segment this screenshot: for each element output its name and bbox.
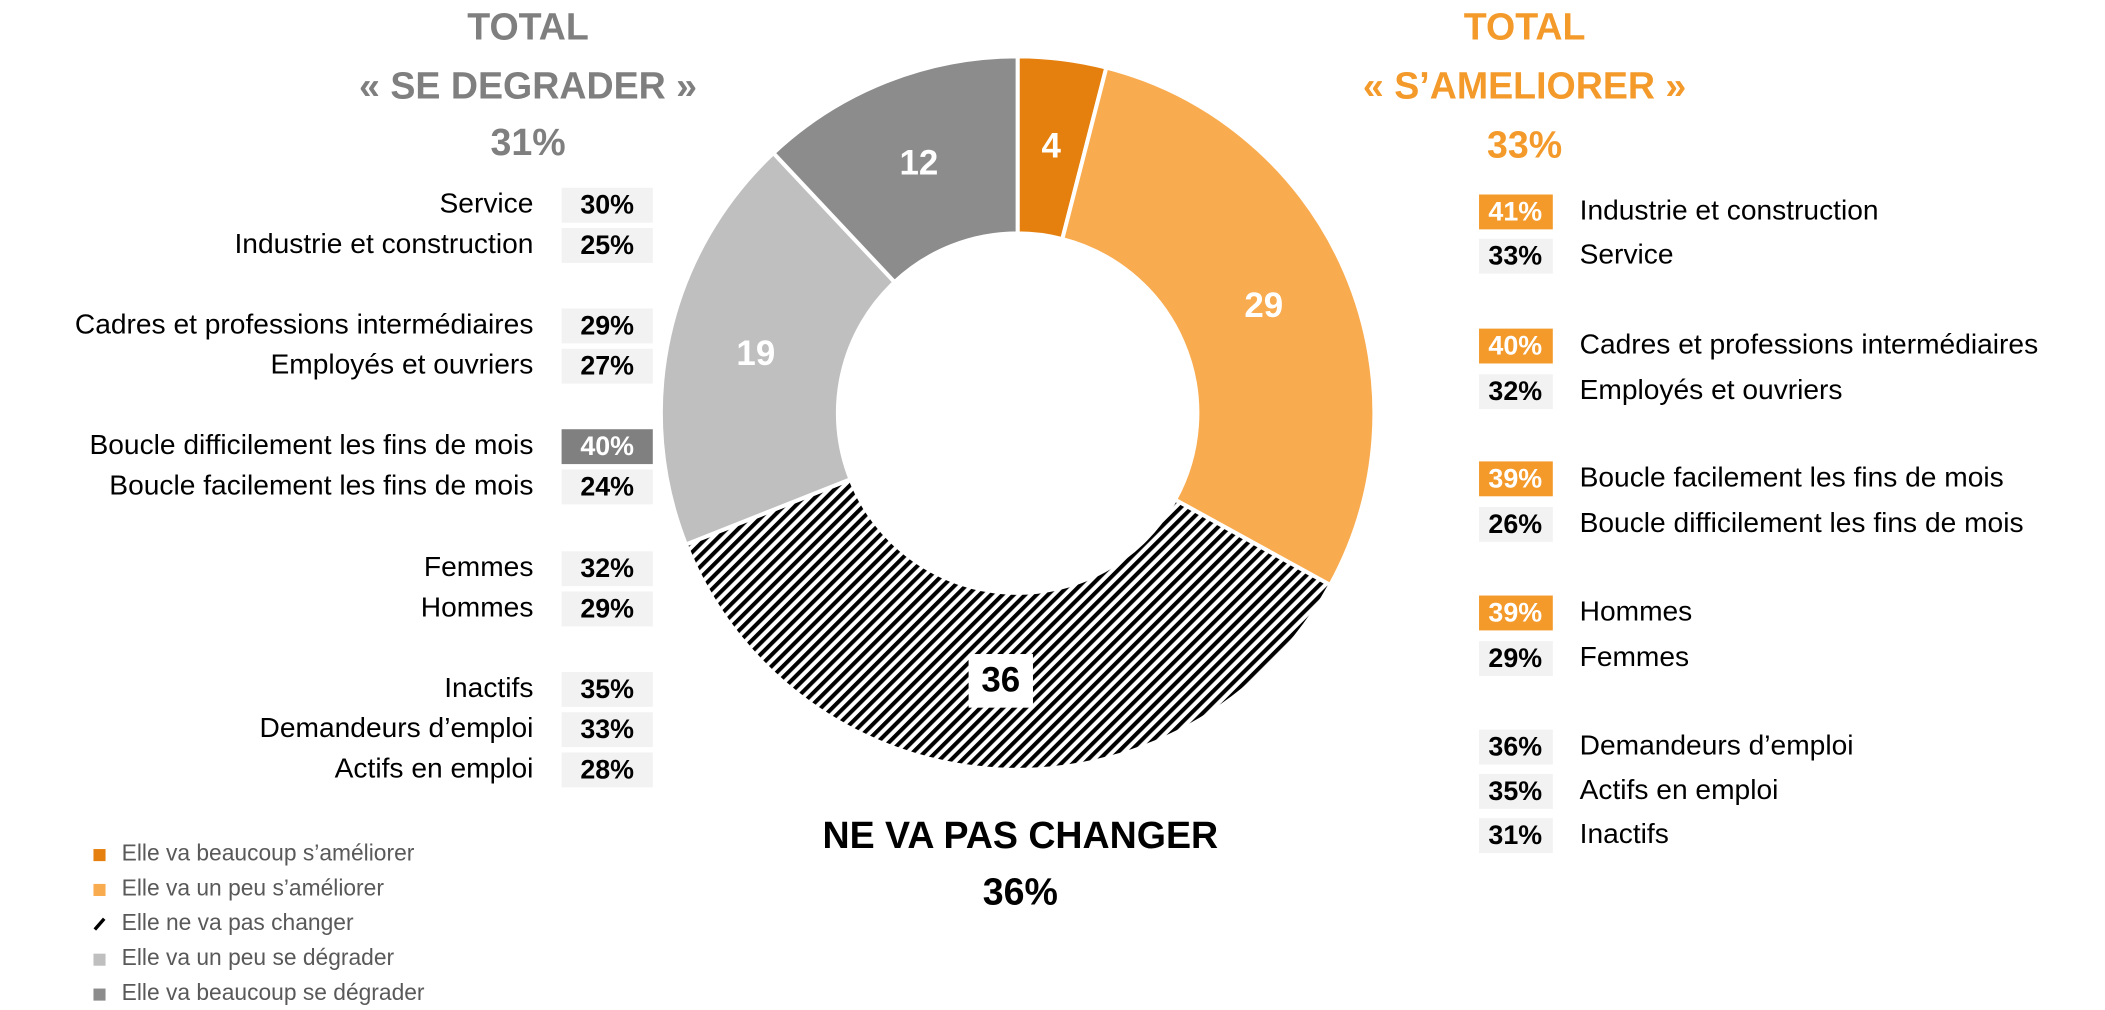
title: 31% [490, 121, 565, 163]
row-label: Boucle difficilement les fins de mois [89, 429, 533, 460]
row-label: Employés et ouvriers [271, 349, 534, 380]
row-label: Boucle difficilement les fins de mois [1580, 507, 2024, 538]
title: « S’AMELIORER » [1363, 64, 1686, 106]
title: TOTAL [467, 5, 589, 47]
legend-marker [93, 849, 106, 862]
data-label: 19 [736, 334, 775, 373]
value-box [561, 429, 653, 465]
value-box [1479, 641, 1553, 677]
title: « SE DEGRADER » [359, 64, 697, 106]
row-label: Cadres et professions intermédiaires [1580, 328, 2039, 359]
value-label: 24% [580, 471, 634, 501]
value-label: 27% [580, 351, 634, 381]
value-label: 29% [580, 593, 634, 623]
value-label: 29% [580, 310, 634, 340]
row-label: Inactifs [1580, 818, 1669, 849]
value-box [561, 187, 653, 223]
value-label: 32% [580, 553, 634, 583]
value-box [561, 348, 653, 384]
row-label: Employés et ouvriers [1580, 374, 1843, 405]
value-label: 30% [580, 190, 634, 220]
value-box [561, 228, 653, 263]
legend-label: Elle ne va pas changer [122, 909, 354, 935]
row-label: Hommes [1580, 595, 1693, 626]
row-label: Femmes [424, 551, 534, 582]
row-label: Actifs en emploi [1580, 774, 1779, 805]
value-label: 31% [1488, 820, 1542, 850]
title: TOTAL [1464, 5, 1586, 47]
row-label: Cadres et professions intermédiaires [75, 308, 534, 339]
value-label: 39% [1488, 463, 1542, 493]
row-label: Industrie et construction [1580, 194, 1879, 225]
data-label: 36 [981, 660, 1020, 699]
value-box [561, 308, 653, 344]
row-label: Industrie et construction [234, 228, 533, 259]
value-label: 36% [1488, 732, 1542, 762]
value-label: 32% [1488, 376, 1542, 406]
title: NE VA PAS CHANGER [822, 814, 1218, 856]
row-label: Actifs en emploi [335, 752, 534, 783]
value-box [561, 712, 653, 748]
value-label: 28% [580, 754, 634, 784]
data-label: 12 [899, 143, 938, 182]
row-label: Service [1580, 239, 1674, 270]
legend-label: Elle va un peu s’améliorer [122, 874, 385, 900]
value-box [1479, 461, 1553, 497]
value-box [561, 591, 653, 627]
value-label: 33% [580, 714, 634, 744]
value-label: 26% [1488, 509, 1542, 539]
value-label: 40% [1488, 330, 1542, 360]
value-box [1479, 729, 1553, 765]
value-box [561, 671, 653, 707]
value-label: 29% [1488, 643, 1542, 673]
legend-marker [93, 988, 106, 1001]
value-box [561, 752, 653, 788]
legend-marker [93, 953, 106, 966]
value-label: 41% [1488, 196, 1542, 226]
value-box [1479, 818, 1553, 854]
legend-label: Elle va beaucoup s’améliorer [122, 839, 415, 865]
row-label: Inactifs [444, 672, 533, 703]
row-label: Boucle facilement les fins de mois [1580, 461, 2004, 492]
value-box [1479, 595, 1553, 631]
row-label: Demandeurs d’emploi [1580, 730, 1854, 761]
label-bg [968, 654, 1033, 708]
legend-label: Elle va beaucoup se dégrader [122, 979, 425, 1005]
value-box [1479, 328, 1553, 364]
value-label: 35% [580, 674, 634, 704]
value-box [1479, 238, 1553, 274]
title: 36% [983, 871, 1058, 913]
donut-slice [1059, 65, 1377, 588]
legend-marker [93, 883, 106, 896]
value-box [561, 469, 653, 505]
data-label: 29 [1244, 286, 1283, 325]
donut-slice [658, 150, 898, 548]
value-label: 25% [580, 230, 634, 260]
value-box [1479, 374, 1553, 410]
row-label: Hommes [421, 591, 534, 622]
value-label: 33% [1488, 241, 1542, 271]
value-label: 35% [1488, 776, 1542, 806]
value-box [561, 551, 653, 587]
data-label: 4 [1042, 127, 1062, 166]
row-label: Demandeurs d’emploi [260, 712, 534, 743]
donut-slice [770, 54, 1020, 285]
legend-label: Elle va un peu se dégrader [122, 944, 395, 970]
row-label: Boucle facilement les fins de mois [109, 469, 533, 500]
value-label: 39% [1488, 597, 1542, 627]
title: 33% [1487, 123, 1562, 165]
value-box [1479, 194, 1553, 230]
value-label: 40% [580, 431, 634, 461]
row-label: Femmes [1580, 641, 1690, 672]
legend-marker [93, 917, 106, 931]
row-label: Service [440, 188, 534, 219]
donut-slice [683, 476, 1334, 772]
value-box [1479, 507, 1553, 542]
value-box [1479, 773, 1553, 809]
